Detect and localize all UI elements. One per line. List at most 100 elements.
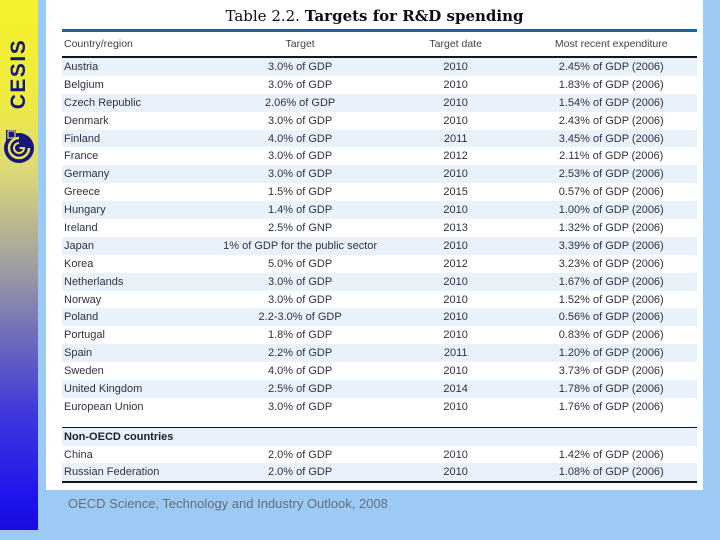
table-row: Spain 2.2% of GDP 2011 1.20% of GDP (2006) [62,344,697,363]
cell-target: 1% of GDP for the public sector [223,239,378,252]
cell-expenditure: 1.83% of GDP (2006) [558,78,664,91]
cell-target: 4.0% of GDP [268,132,333,145]
column-header-row: Country/region Target Target date Most r… [62,32,697,56]
column-header-target-date: Target date [429,38,482,50]
table-bottom-line [62,480,697,483]
source-caption: OECD Science, Technology and Industry Ou… [68,496,388,511]
cell-target-date: 2013 [443,221,468,234]
cell-country: European Union [64,400,144,413]
cell-target: 3.0% of GDP [268,400,333,413]
cell-target: 2.2% of GDP [268,347,333,360]
table-row: Finland 4.0% of GDP 2011 3.45% of GDP (2006… [62,129,697,148]
cell-target-date: 2010 [443,96,468,109]
table-row: Norway 3.0% of GDP 2010 1.52% of GDP (2006) [62,291,697,309]
cell-expenditure: 0.57% of GDP (2006) [558,186,664,199]
cell-target-date: 2010 [443,293,468,306]
cell-country: Czech Republic [64,96,142,109]
cell-target: 1.8% of GDP [268,329,333,342]
cell-country: Japan [64,239,94,252]
cell-expenditure: 1.08% of GDP (2006) [558,466,664,479]
cell-expenditure: 3.23% of GDP (2006) [558,257,664,270]
cell-target-date: 2010 [443,168,468,181]
cell-target-date: 2010 [443,400,468,413]
cell-expenditure: 2.45% of GDP (2006) [558,60,664,73]
cell-target: 2.06% of GDP [264,96,336,109]
table-panel: Table 2.2. Targets for R&D spending Coun… [46,0,703,490]
cell-country: Poland [64,311,99,324]
non-oecd-section: Non-OECD countries China 2.0% of GDP 2010 1… [62,428,697,481]
cell-expenditure: 2.11% of GDP (2006) [559,150,664,163]
cell-expenditure: 1.54% of GDP (2006) [558,96,664,109]
table: Country/region Target Target date Most r… [62,29,697,483]
cell-target-date: 2010 [443,114,468,127]
cell-expenditure: 2.43% of GDP (2006) [558,114,664,127]
cell-country: Norway [64,293,102,306]
cell-target: 3.0% of GDP [268,60,333,73]
cell-country: Sweden [64,365,104,378]
table-row: China 2.0% of GDP 2010 1.42% of GDP (2006) [62,446,697,464]
cell-country: Korea [64,257,94,270]
title-underline [62,29,697,32]
table-row: France 3.0% of GDP 2012 2.11% of GDP (2006) [62,147,697,165]
cell-country: Finland [64,132,101,145]
table-body: Austria 3.0% of GDP 2010 2.45% of GDP (2006… [62,58,697,416]
cell-target: 2.0% of GDP [268,466,333,479]
cell-country: Austria [64,60,99,73]
section-header-non-oecd: Non-OECD countries [62,428,697,446]
cell-expenditure: 1.00% of GDP (2006) [558,204,664,217]
cell-target: 4.0% of GDP [268,365,333,378]
table-row: Russian Federation 2.0% of GDP 2010 1.08% o… [62,463,697,481]
table-row: Greece 1.5% of GDP 2015 0.57% of GDP (2006) [62,183,697,201]
table-row: Japan 1% of GDP for the public sector 2010… [62,236,697,255]
column-header-target: Target [285,38,315,50]
cell-country: Germany [64,168,110,181]
cell-target-date: 2011 [443,132,468,145]
cell-expenditure: 2.53% of GDP (2006) [558,168,664,181]
cell-country: Spain [64,347,93,360]
cell-country: Denmark [64,114,109,127]
cell-target-date: 2010 [443,365,468,378]
header-divider-line [62,56,697,58]
cell-expenditure: 3.39% of GDP (2006) [558,239,664,252]
cell-country: China [64,448,93,461]
cell-target: 3.0% of GDP [268,78,333,91]
cell-target: 3.0% of GDP [268,168,333,181]
table-title: Table 2.2. Targets for R&D spending [46,7,703,25]
cell-expenditure: 1.20% of GDP (2006) [558,347,664,360]
cell-country: Greece [64,186,101,199]
table-title-prefix: Table 2.2. [225,7,300,25]
cell-target: 3.0% of GDP [268,293,333,306]
column-header-expenditure: Most recent expenditure [554,38,668,50]
cell-target: 2.2-3.0% of GDP [258,311,342,324]
cesis-logo-text: CESIS [7,38,30,110]
cell-target-date: 2012 [443,257,468,270]
cell-target: 5.0% of GDP [268,257,333,270]
cell-target-date: 2010 [443,78,468,91]
cell-expenditure: 1.42% of GDP (2006) [558,448,664,461]
table-row: Sweden 4.0% of GDP 2010 3.73% of GDP (2006) [62,362,697,380]
cell-expenditure: 0.56% of GDP (2006) [558,311,664,324]
sidebar-logo-strip: CESIS [0,0,38,530]
cell-target: 2.5% of GNP [268,221,333,234]
table-row: United Kingdom 2.5% of GDP 2014 1.78% of GD… [62,380,697,398]
cell-country: Portugal [64,329,105,342]
cell-country: Russian Federation [64,466,160,479]
table-row: Austria 3.0% of GDP 2010 2.45% of GDP (2006… [62,58,697,76]
cell-country: Netherlands [64,275,124,288]
cell-target-date: 2010 [443,204,468,217]
table-row: European Union 3.0% of GDP 2010 1.76% of GD… [62,398,697,416]
cell-target-date: 2010 [443,329,468,342]
table-row: Ireland 2.5% of GNP 2013 1.32% of GDP (2006… [62,219,697,237]
cell-country: France [64,150,99,163]
table-row: Hungary 1.4% of GDP 2010 1.00% of GDP (2006… [62,201,697,220]
cell-target: 1.4% of GDP [268,204,333,217]
cell-country: Belgium [64,78,104,91]
cell-target: 2.5% of GDP [268,382,333,395]
cell-target-date: 2010 [443,275,468,288]
column-header-country: Country/region [64,38,133,50]
cell-target: 3.0% of GDP [268,150,333,163]
table-row: Korea 5.0% of GDP 2012 3.23% of GDP (2006) [62,255,697,273]
cell-target: 2.0% of GDP [268,448,333,461]
cell-expenditure: 1.32% of GDP (2006) [558,221,664,234]
